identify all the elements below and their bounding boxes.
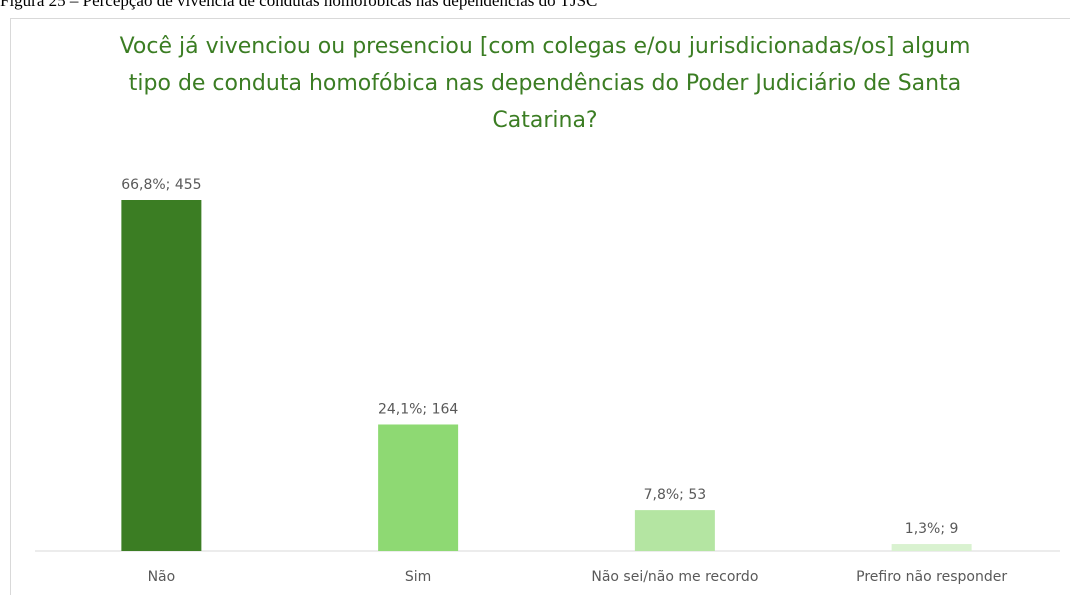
data-label: 24,1%; 164	[378, 401, 458, 417]
bar	[121, 200, 202, 551]
x-tick-label: Não sei/não me recordo	[591, 569, 758, 585]
chart-frame	[10, 18, 1070, 595]
bar	[378, 424, 459, 551]
data-label: 1,3%; 9	[905, 521, 959, 537]
bar	[634, 510, 715, 551]
data-label: 7,8%; 53	[644, 487, 707, 503]
caption: Figura 25 – Percepção de vivência de con…	[0, 0, 598, 10]
x-tick-label: Não	[148, 569, 176, 585]
data-label: 66,8%; 455	[121, 177, 201, 193]
bar	[891, 544, 972, 551]
chart-title: Você já vivenciou ou presenciou [com col…	[119, 34, 971, 133]
x-tick-label: Prefiro não responder	[856, 569, 1007, 585]
x-tick-label: Sim	[405, 569, 431, 585]
